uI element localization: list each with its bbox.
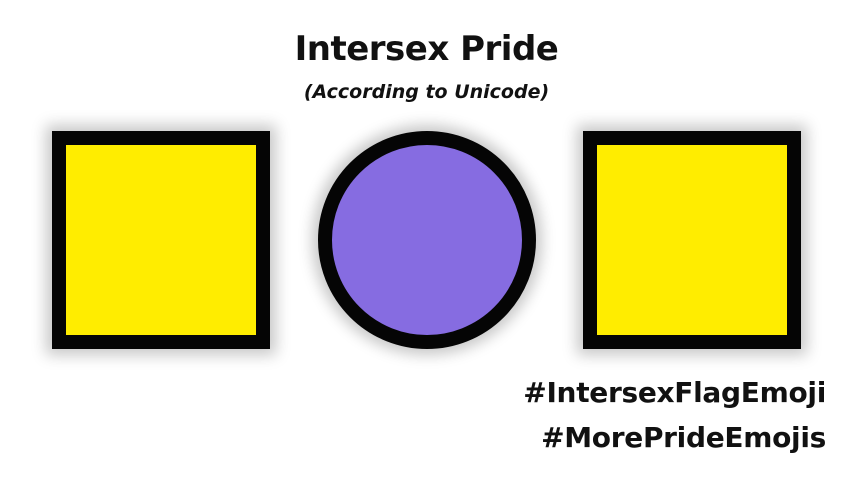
page-subtitle: (According to Unicode): [303, 81, 550, 103]
yellow-square-right: [583, 131, 801, 349]
hashtag-more-pride-emojis: #MorePrideEmojis: [541, 421, 826, 454]
purple-circle: [318, 131, 536, 349]
yellow-square-left: [52, 131, 270, 349]
hashtag-intersex-flag-emoji: #IntersexFlagEmoji: [523, 376, 826, 409]
page-title: Intersex Pride: [294, 29, 559, 69]
